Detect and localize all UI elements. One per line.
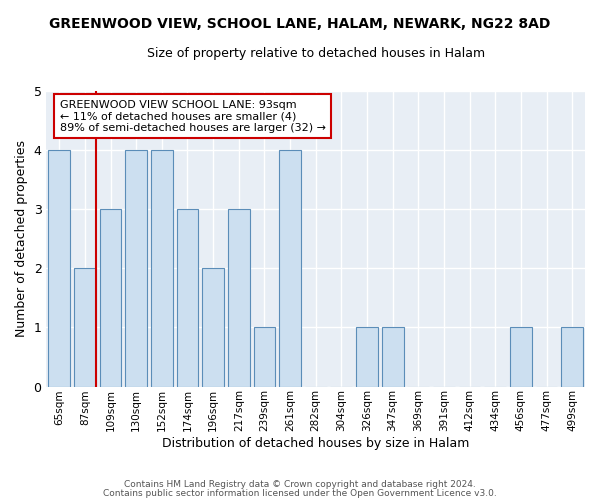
Text: GREENWOOD VIEW, SCHOOL LANE, HALAM, NEWARK, NG22 8AD: GREENWOOD VIEW, SCHOOL LANE, HALAM, NEWA… [49, 18, 551, 32]
Text: GREENWOOD VIEW SCHOOL LANE: 93sqm
← 11% of detached houses are smaller (4)
89% o: GREENWOOD VIEW SCHOOL LANE: 93sqm ← 11% … [60, 100, 326, 133]
Bar [228, 209, 250, 386]
Bar [125, 150, 147, 386]
Bar [49, 150, 70, 386]
Bar [382, 328, 404, 386]
Bar [176, 209, 199, 386]
Title: Size of property relative to detached houses in Halam: Size of property relative to detached ho… [146, 48, 485, 60]
Bar [279, 150, 301, 386]
Bar [151, 150, 173, 386]
Bar [356, 328, 378, 386]
Text: Contains public sector information licensed under the Open Government Licence v3: Contains public sector information licen… [103, 488, 497, 498]
X-axis label: Distribution of detached houses by size in Halam: Distribution of detached houses by size … [162, 437, 469, 450]
Bar [254, 328, 275, 386]
Bar [74, 268, 96, 386]
Bar [202, 268, 224, 386]
Text: Contains HM Land Registry data © Crown copyright and database right 2024.: Contains HM Land Registry data © Crown c… [124, 480, 476, 489]
Bar [100, 209, 121, 386]
Bar [510, 328, 532, 386]
Y-axis label: Number of detached properties: Number of detached properties [15, 140, 28, 337]
Bar [561, 328, 583, 386]
